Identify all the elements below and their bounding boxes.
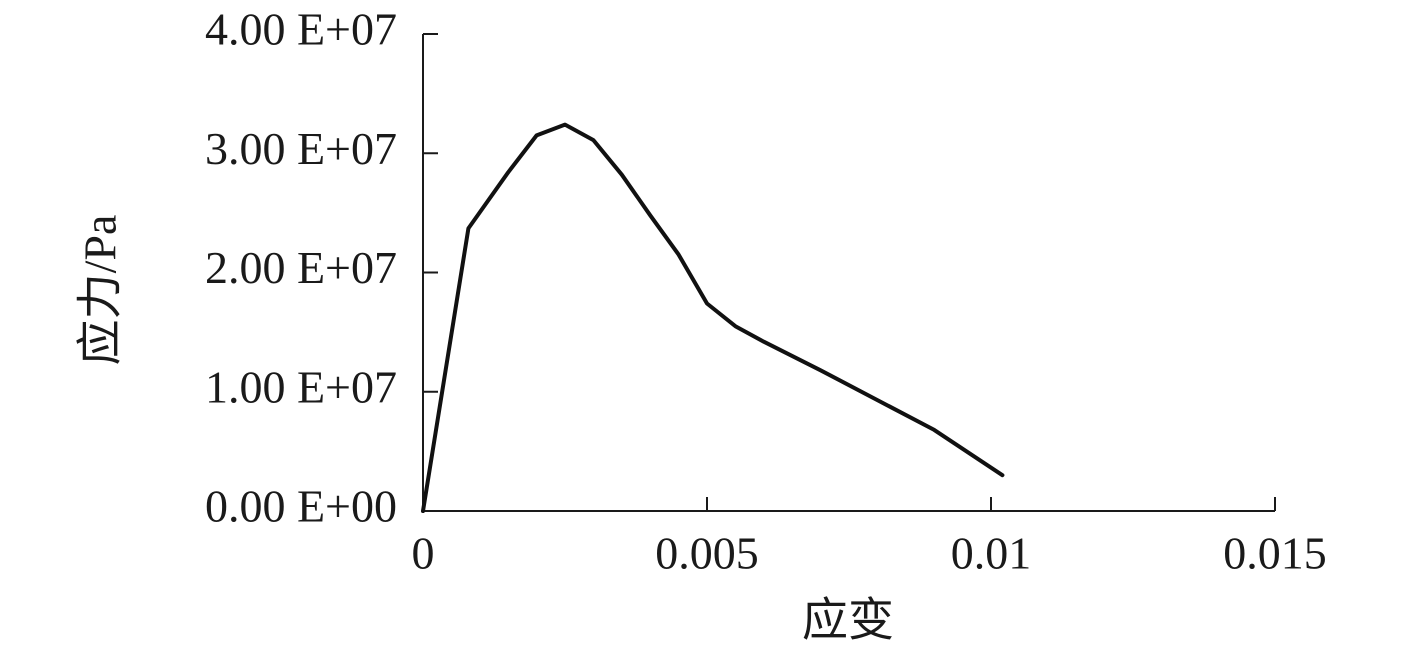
x-tick-label: 0.015 (1223, 528, 1327, 579)
x-tick-label: 0 (412, 528, 435, 579)
y-axis-label: 应力/Pa (75, 215, 126, 366)
y-tick-label: 1.00 E+07 (205, 361, 397, 412)
x-axis-label: 应变 (802, 595, 894, 646)
x-tick-label: 0.01 (951, 528, 1032, 579)
x-tick-label: 0.005 (655, 528, 759, 579)
y-tick-label: 2.00 E+07 (205, 242, 397, 293)
y-tick-label: 0.00 E+00 (205, 481, 397, 532)
y-tick-label: 3.00 E+07 (205, 123, 397, 174)
line (421, 122, 1005, 513)
y-tick-label: 4.00 E+07 (205, 4, 397, 55)
